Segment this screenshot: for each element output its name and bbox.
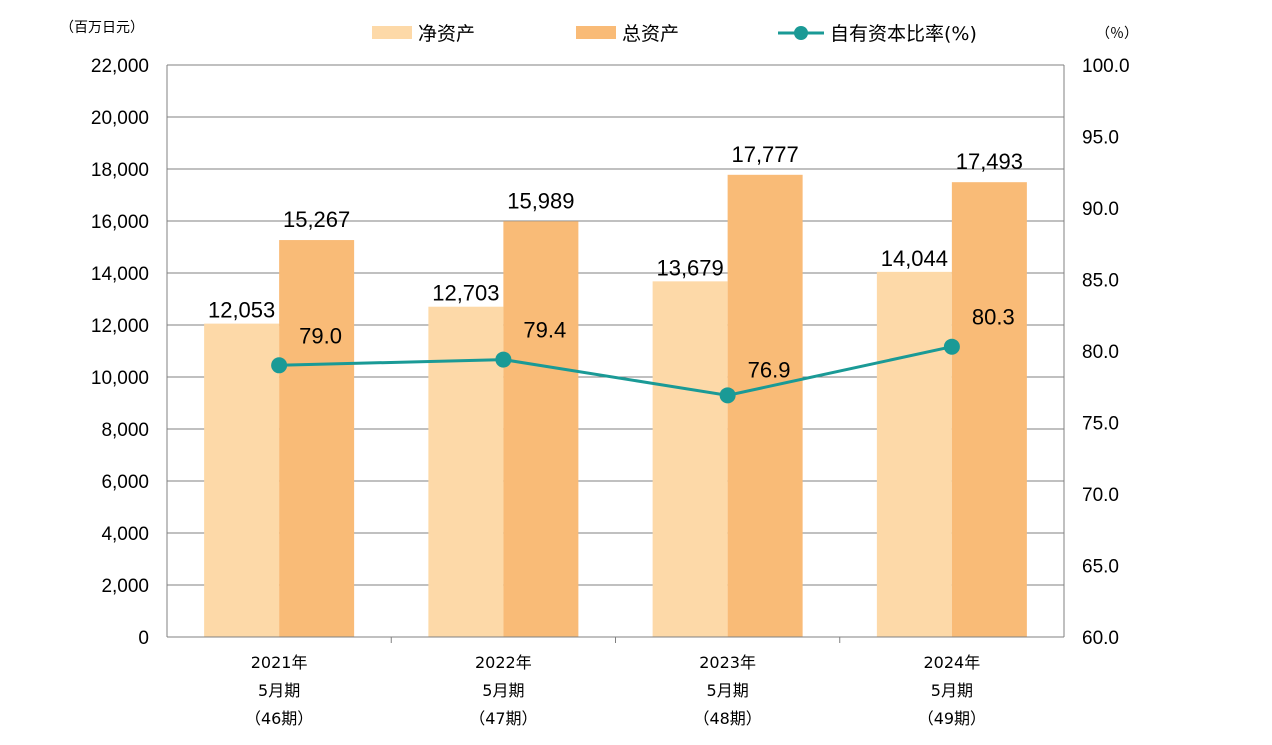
right-axis-tick-label: 70.0 bbox=[1082, 485, 1119, 506]
total-assets-value-label: 15,267 bbox=[283, 207, 350, 232]
equity-ratio-line bbox=[279, 345, 953, 397]
left-axis-tick-label: 8,000 bbox=[101, 420, 149, 441]
right-axis-unit: （％） bbox=[1096, 26, 1138, 42]
right-axis-tick-label: 60.0 bbox=[1082, 628, 1119, 649]
net-assets-value-label: 12,053 bbox=[208, 298, 275, 323]
total-assets-bar bbox=[727, 174, 803, 637]
equity-ratio-value-label: 79.4 bbox=[523, 318, 566, 343]
left-axis-ticks: 0 2,000 4,000 6,000 8,000 10,000 12,000 14,000 1… bbox=[91, 56, 149, 649]
total-assets-bar bbox=[279, 240, 355, 638]
plot-frame bbox=[166, 64, 1065, 643]
category-label: （46期） bbox=[245, 709, 313, 728]
total-assets-value-label: 17,777 bbox=[731, 142, 798, 167]
left-axis-tick-label: 20,000 bbox=[91, 108, 149, 129]
category-label: 5月期 bbox=[931, 681, 973, 700]
legend-label-total-assets: 总资产 bbox=[622, 23, 679, 45]
left-axis-unit: （百万日元） bbox=[60, 20, 144, 36]
equity-ratio-point bbox=[271, 357, 288, 374]
equity-ratio-value-label: 76.9 bbox=[748, 357, 791, 382]
equity-ratio-point bbox=[943, 338, 960, 355]
right-axis-tick-label: 90.0 bbox=[1082, 199, 1119, 220]
bars bbox=[204, 174, 1027, 638]
total-assets-bar bbox=[503, 221, 579, 637]
category-label: 2021年 bbox=[251, 653, 308, 672]
left-axis-tick-label: 16,000 bbox=[91, 212, 149, 233]
category-label: （47期） bbox=[469, 709, 537, 728]
net-assets-bar bbox=[652, 281, 728, 637]
category-label: 5月期 bbox=[707, 681, 749, 700]
right-axis-ticks: 60.0 65.0 70.0 75.0 80.0 85.0 90.0 95.0 100.0 bbox=[1082, 56, 1130, 649]
category-label: 2022年 bbox=[475, 653, 532, 672]
left-axis-tick-label: 6,000 bbox=[101, 472, 149, 493]
net-assets-value-label: 12,703 bbox=[432, 281, 499, 306]
legend-swatch-net-assets bbox=[372, 26, 412, 39]
net-assets-value-label: 13,679 bbox=[656, 255, 723, 280]
equity-ratio-value-label: 80.3 bbox=[972, 305, 1015, 330]
legend-label-net-assets: 净资产 bbox=[418, 23, 475, 45]
net-assets-bar bbox=[428, 306, 504, 637]
legend: 净资产 总资产 自有资本比率(%) bbox=[372, 23, 977, 45]
category-axis-labels: 2021年 5月期 （46期） 2022年 5月期 （47期） 2023年 5月期 （48期） 2… bbox=[245, 653, 986, 728]
left-axis-tick-label: 4,000 bbox=[101, 524, 149, 545]
equity-ratio-value-label: 79.0 bbox=[299, 323, 342, 348]
category-label: 5月期 bbox=[258, 681, 300, 700]
equity-ratio-point bbox=[719, 387, 736, 404]
legend-swatch-total-assets bbox=[576, 26, 616, 39]
right-axis-tick-label: 80.0 bbox=[1082, 342, 1119, 363]
right-axis-tick-label: 95.0 bbox=[1082, 128, 1119, 149]
net-assets-value-label: 14,044 bbox=[881, 246, 948, 271]
net-assets-bar bbox=[204, 323, 280, 637]
left-axis-tick-label: 12,000 bbox=[91, 316, 149, 337]
category-label: 5月期 bbox=[482, 681, 524, 700]
category-label: 2024年 bbox=[924, 653, 981, 672]
left-axis-tick-label: 10,000 bbox=[91, 368, 149, 389]
total-assets-value-label: 17,493 bbox=[956, 149, 1023, 174]
data-labels: 12,053 15,267 12,703 15,989 13,679 17,777 14,0… bbox=[208, 142, 1023, 383]
right-axis-tick-label: 65.0 bbox=[1082, 557, 1119, 578]
legend-label-equity-ratio: 自有资本比率(%) bbox=[830, 23, 977, 45]
left-axis-tick-label: 0 bbox=[138, 628, 149, 649]
left-axis-tick-label: 22,000 bbox=[91, 56, 149, 77]
legend-marker-equity-ratio bbox=[794, 26, 808, 40]
equity-ratio-series bbox=[271, 338, 960, 404]
net-assets-bar bbox=[876, 271, 952, 637]
left-axis-tick-label: 14,000 bbox=[91, 264, 149, 285]
total-assets-value-label: 15,989 bbox=[507, 188, 574, 213]
right-axis-tick-label: 85.0 bbox=[1082, 271, 1119, 292]
equity-ratio-point bbox=[495, 351, 512, 368]
right-axis-tick-label: 100.0 bbox=[1082, 56, 1130, 77]
right-axis-tick-label: 75.0 bbox=[1082, 414, 1119, 435]
left-axis-tick-label: 2,000 bbox=[101, 576, 149, 597]
category-label: 2023年 bbox=[699, 653, 756, 672]
category-label: （48期） bbox=[693, 709, 761, 728]
left-axis-tick-label: 18,000 bbox=[91, 160, 149, 181]
total-assets-bar bbox=[951, 182, 1027, 637]
category-label: （49期） bbox=[918, 709, 986, 728]
